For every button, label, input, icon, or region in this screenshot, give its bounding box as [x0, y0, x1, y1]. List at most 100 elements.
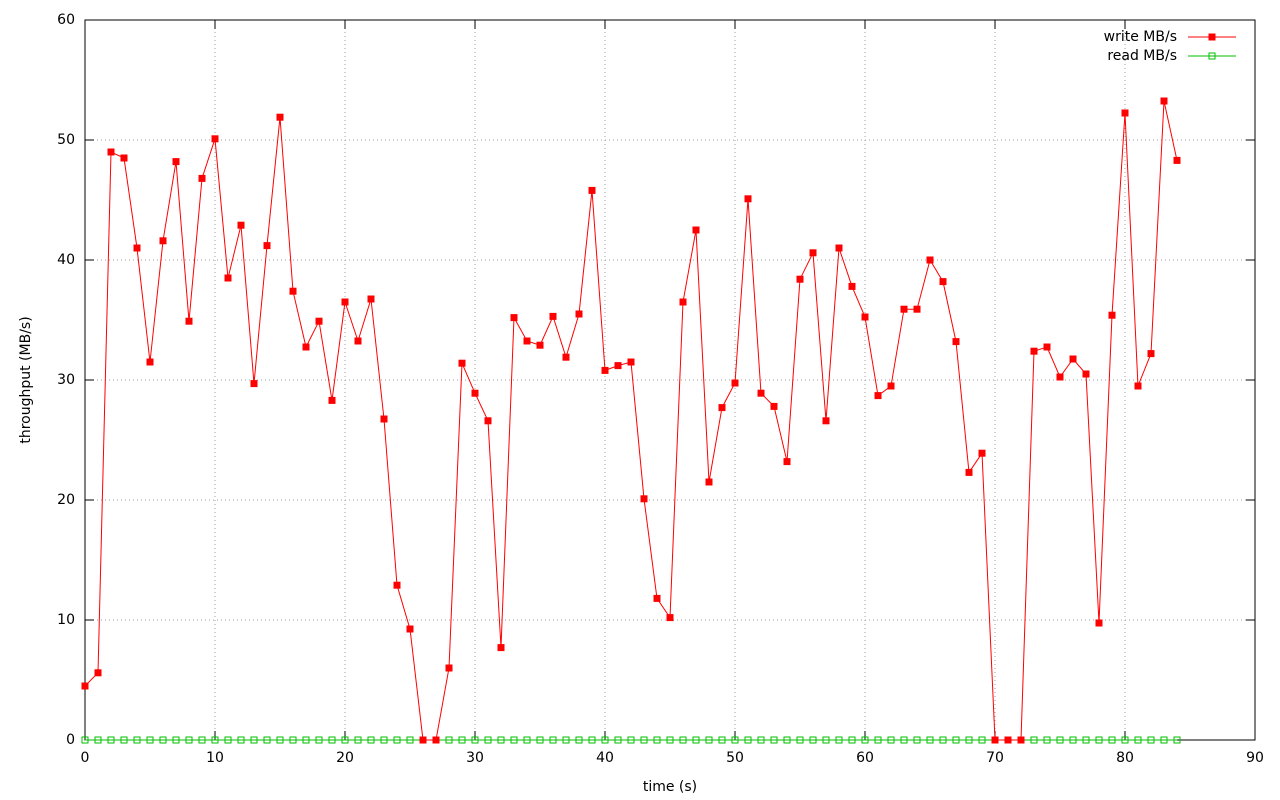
- data-point: [263, 736, 271, 744]
- data-point: [601, 366, 609, 374]
- data-point: [250, 736, 258, 744]
- data-point: [81, 736, 89, 744]
- data-point: [835, 244, 843, 252]
- data-point: [588, 736, 596, 744]
- data-point: [666, 736, 674, 744]
- data-point: [510, 736, 518, 744]
- data-point: [861, 313, 869, 321]
- data-point: [198, 174, 206, 182]
- data-point: [107, 148, 115, 156]
- data-point: [1082, 736, 1090, 744]
- data-point: [497, 736, 505, 744]
- data-point: [1095, 736, 1103, 744]
- y-tick-label: 30: [57, 372, 75, 388]
- data-point: [94, 669, 102, 677]
- data-point: [1043, 343, 1051, 351]
- data-point: [289, 736, 297, 744]
- data-point: [848, 736, 856, 744]
- data-point: [913, 736, 921, 744]
- data-point: [731, 379, 739, 387]
- y-tick-label: 50: [57, 132, 75, 148]
- data-point: [133, 244, 141, 252]
- x-tick-label: 70: [986, 750, 1004, 766]
- data-point: [835, 736, 843, 744]
- data-point: [432, 736, 440, 744]
- data-point: [1160, 736, 1168, 744]
- data-point: [1030, 347, 1038, 355]
- data-point: [107, 736, 115, 744]
- x-tick-label: 80: [1116, 750, 1134, 766]
- data-point: [653, 594, 661, 602]
- y-tick-label: 20: [57, 492, 75, 508]
- data-point: [575, 310, 583, 318]
- data-point: [159, 736, 167, 744]
- data-point: [406, 625, 414, 633]
- data-point: [159, 237, 167, 245]
- data-point: [497, 644, 505, 652]
- data-point: [341, 298, 349, 306]
- data-point: [705, 736, 713, 744]
- x-tick-label: 10: [206, 750, 224, 766]
- data-point: [809, 736, 817, 744]
- data-point: [445, 664, 453, 672]
- data-point: [796, 736, 804, 744]
- data-point: [744, 736, 752, 744]
- y-tick-label: 0: [66, 732, 75, 748]
- data-point: [471, 389, 479, 397]
- data-point: [822, 417, 830, 425]
- data-point: [354, 337, 362, 345]
- data-point: [1017, 736, 1025, 744]
- data-point: [1134, 736, 1142, 744]
- data-point: [471, 736, 479, 744]
- data-point: [250, 380, 258, 388]
- data-point: [484, 417, 492, 425]
- data-point: [458, 359, 466, 367]
- data-point: [887, 736, 895, 744]
- data-point: [926, 736, 934, 744]
- data-point: [523, 337, 531, 345]
- data-point: [848, 282, 856, 290]
- x-tick-label: 40: [596, 750, 614, 766]
- data-point: [302, 343, 310, 351]
- data-point: [640, 495, 648, 503]
- legend-label: write MB/s: [1104, 29, 1177, 45]
- data-point: [627, 736, 635, 744]
- data-point: [991, 736, 999, 744]
- data-point: [1173, 156, 1181, 164]
- data-point: [770, 402, 778, 410]
- data-point: [783, 458, 791, 466]
- data-point: [367, 736, 375, 744]
- data-point: [276, 736, 284, 744]
- data-point: [120, 736, 128, 744]
- data-point: [718, 404, 726, 412]
- x-tick-label: 90: [1246, 750, 1264, 766]
- legend-marker: [1208, 52, 1216, 60]
- x-tick-label: 0: [81, 750, 90, 766]
- data-point: [718, 736, 726, 744]
- data-point: [172, 736, 180, 744]
- data-point: [1173, 736, 1181, 744]
- data-point: [952, 338, 960, 346]
- y-tick-label: 10: [57, 612, 75, 628]
- data-point: [276, 113, 284, 121]
- data-point: [380, 736, 388, 744]
- data-point: [1108, 736, 1116, 744]
- data-point: [289, 287, 297, 295]
- data-point: [510, 314, 518, 322]
- data-point: [575, 736, 583, 744]
- data-point: [874, 736, 882, 744]
- data-point: [393, 581, 401, 589]
- data-point: [822, 736, 830, 744]
- data-point: [172, 158, 180, 166]
- data-point: [705, 478, 713, 486]
- x-tick-label: 30: [466, 750, 484, 766]
- data-point: [757, 736, 765, 744]
- y-tick-label: 40: [57, 252, 75, 268]
- data-point: [653, 736, 661, 744]
- data-point: [1121, 736, 1129, 744]
- y-tick-label: 60: [57, 12, 75, 28]
- data-point: [1069, 355, 1077, 363]
- data-point: [562, 736, 570, 744]
- data-point: [1030, 736, 1038, 744]
